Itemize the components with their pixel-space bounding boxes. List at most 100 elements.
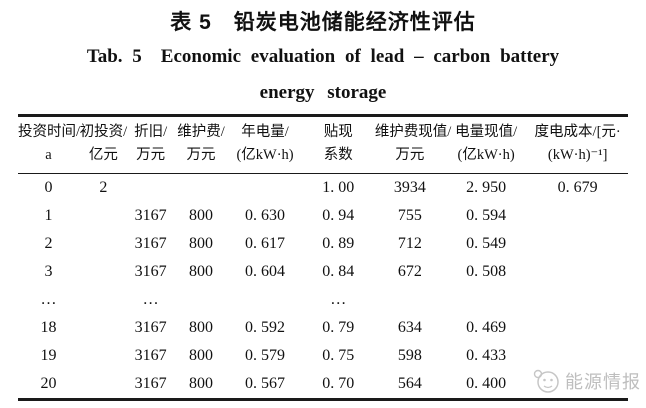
table-cell-investment-time: 20	[40, 375, 57, 392]
table-cell-initial-investment	[79, 230, 128, 258]
table-cell-maintenance-cost-present-value	[375, 286, 445, 314]
column-header-line2: (亿kW·h)	[457, 147, 515, 163]
table-cell-cost-per-kwh	[527, 230, 628, 258]
column-header-initial-investment: 初投资/亿元	[79, 115, 128, 174]
watermark-text: 能源情报	[565, 372, 641, 392]
table-cell-maintenance-cost-present-value: 564	[397, 375, 422, 392]
column-header-line1: 投资时间/	[18, 124, 81, 140]
table-cell-maintenance-cost: 800	[188, 347, 213, 364]
table-cell-maintenance-cost-present-value: 3934	[393, 179, 426, 196]
table-cell-cost-per-kwh: 0. 679	[557, 179, 598, 196]
column-header-line2: 万元	[136, 147, 166, 163]
column-header-line1: 年电量/	[241, 124, 289, 140]
table-cell-investment-time: 19	[40, 347, 57, 364]
table-cell-discount-factor: 0. 89	[322, 235, 355, 252]
table-cell-energy-present-value: 0. 594	[466, 207, 507, 224]
table-cell-discount-factor: 0. 94	[322, 207, 355, 224]
table-cell-maintenance-cost: 800	[188, 207, 213, 224]
table-cell-cost-per-kwh	[527, 202, 628, 230]
column-header-line2: 万元	[186, 147, 216, 163]
table-cell-investment-time: 18	[40, 319, 57, 336]
table-title-en-line2: energy storage	[259, 82, 387, 103]
table-cell-maintenance-cost: 800	[188, 235, 213, 252]
table-cell-discount-factor: 0. 84	[322, 263, 355, 280]
table-cell-maintenance-cost: 800	[188, 375, 213, 392]
table-cell-depreciation: 3167	[134, 319, 167, 336]
table-cell-cost-per-kwh	[527, 258, 628, 286]
table-cell-maintenance-cost-present-value: 755	[397, 207, 422, 224]
table-cell-initial-investment	[79, 342, 128, 370]
table-cell-depreciation: 3167	[134, 347, 167, 364]
table-cell-maintenance-cost: 800	[188, 263, 213, 280]
table-cell-discount-factor: …	[330, 291, 347, 308]
table-row: 0 2 1. 00 3934 2. 950 0. 679	[18, 174, 628, 203]
table-cell-maintenance-cost-present-value: 712	[397, 235, 422, 252]
table-cell-investment-time: 0	[44, 179, 53, 196]
table-cell-depreciation: 3167	[134, 235, 167, 252]
table-cell-energy-present-value: 0. 469	[466, 319, 507, 336]
table-cell-maintenance-cost-present-value: 672	[397, 263, 422, 280]
table-row: 2 3167 800 0. 617 0. 89 712 0. 549	[18, 230, 628, 258]
table-row: … … …	[18, 286, 628, 314]
table-cell-initial-investment	[79, 370, 128, 400]
column-header-cost-per-kwh: 度电成本/[元· (kW·h)⁻¹]	[527, 115, 628, 174]
watermark-logo-icon	[533, 369, 559, 393]
economic-evaluation-table: 投资时间/a 初投资/亿元 折旧/万元 维护费/万元 年电量/(亿kW·h) 贴现 系数 维护…	[18, 114, 628, 401]
table-cell-maintenance-cost-present-value: 598	[397, 347, 422, 364]
table-row: 1 3167 800 0. 630 0. 94 755 0. 594	[18, 202, 628, 230]
watermark: 能源情报	[530, 367, 641, 395]
column-header-maintenance-cost: 维护费/万元	[173, 115, 229, 174]
table-cell-maintenance-cost	[174, 174, 229, 203]
table-row: 18 3167 800 0. 592 0. 79 634 0. 469	[18, 314, 628, 342]
table-cell-annual-energy: 0. 630	[245, 207, 286, 224]
column-header-investment-time: 投资时间/a	[18, 115, 81, 174]
table-cell-cost-per-kwh	[527, 314, 628, 342]
table-cell-annual-energy: 0. 617	[245, 235, 286, 252]
column-header-line2: (kW·h)⁻¹]	[547, 147, 608, 163]
table-cell-discount-factor: 0. 79	[322, 319, 355, 336]
table-cell-annual-energy: 0. 579	[245, 347, 286, 364]
table-cell-annual-energy: 0. 592	[245, 319, 286, 336]
table-cell-discount-factor: 1. 00	[322, 179, 355, 196]
table-cell-investment-time: 1	[44, 207, 53, 224]
table-cell-annual-energy: 0. 567	[245, 375, 286, 392]
table-cell-energy-present-value: 0. 433	[466, 347, 507, 364]
column-header-energy-present-value: 电量现值/ (亿kW·h)	[444, 115, 528, 174]
column-header-line1: 电量现值/	[455, 124, 518, 140]
table-cell-depreciation: 3167	[134, 375, 167, 392]
table-cell-maintenance-cost: 800	[188, 319, 213, 336]
table-cell-cost-per-kwh	[527, 342, 628, 370]
table-cell-depreciation: 3167	[134, 207, 167, 224]
column-header-line1: 贴现	[323, 124, 353, 140]
table-row: 19 3167 800 0. 579 0. 75 598 0. 433	[18, 342, 628, 370]
table-cell-discount-factor: 0. 70	[322, 375, 355, 392]
table-cell-investment-time: 3	[44, 263, 53, 280]
table-cell-depreciation: …	[142, 291, 159, 308]
table-cell-investment-time: 2	[44, 235, 53, 252]
table-body: 0 2 1. 00 3934 2. 950 0. 679 1 3167 800 0. 630 0. …	[18, 174, 628, 400]
table-cell-energy-present-value	[445, 286, 527, 314]
header-row: 投资时间/a 初投资/亿元 折旧/万元 维护费/万元 年电量/(亿kW·h) 贴现 系数 维护…	[18, 115, 628, 174]
column-header-depreciation: 折旧/万元	[127, 115, 174, 174]
column-header-line2: (亿kW·h)	[236, 147, 294, 163]
column-header-line1: 折旧/	[134, 124, 168, 140]
table-cell-initial-investment	[79, 258, 128, 286]
table-cell-cost-per-kwh	[527, 286, 628, 314]
table-cell-investment-time: …	[40, 291, 57, 308]
table-title-zh: 表 5 铅炭电池储能经济性评估	[170, 11, 476, 34]
table-cell-initial-investment: 2	[99, 179, 108, 196]
table-row: 20 3167 800 0. 567 0. 70 564 0. 400	[18, 370, 628, 400]
column-header-maintenance-cost-present-value: 维护费现值/万元	[374, 115, 451, 174]
table-cell-initial-investment	[79, 202, 128, 230]
table-row: 3 3167 800 0. 604 0. 84 672 0. 508	[18, 258, 628, 286]
column-header-line2: 亿元	[88, 147, 118, 163]
table-cell-annual-energy: 0. 604	[245, 263, 286, 280]
table-cell-annual-energy	[228, 286, 301, 314]
table-cell-maintenance-cost	[174, 286, 229, 314]
column-header-line1: 度电成本/[元·	[534, 124, 621, 140]
table-title-en-line1: Tab. 5 Economic evaluation of lead – car…	[86, 46, 560, 67]
table-cell-energy-present-value: 0. 400	[466, 375, 507, 392]
column-header-line1: 初投资/	[79, 124, 128, 140]
table-cell-maintenance-cost-present-value: 634	[397, 319, 422, 336]
